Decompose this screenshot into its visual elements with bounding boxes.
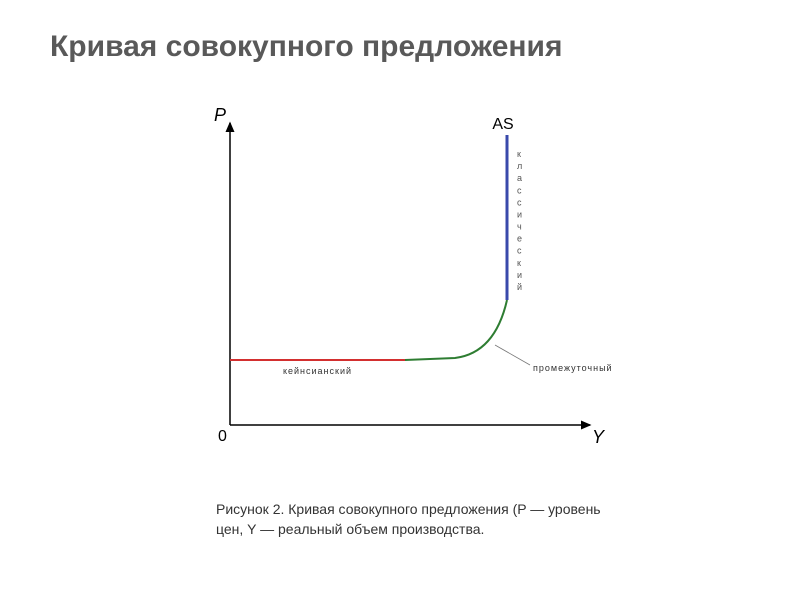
- as-curve-chart: кейнсианскийпромежуточныйклассическийPY0…: [195, 105, 615, 455]
- intermediate-label: промежуточный: [533, 363, 613, 373]
- classical-label-char: с: [517, 246, 522, 256]
- classical-label-char: и: [517, 270, 522, 280]
- keynesian-label: кейнсианский: [283, 366, 352, 376]
- classical-label-char: с: [517, 197, 522, 207]
- y-axis-label: P: [214, 105, 226, 125]
- classical-label-char: с: [517, 185, 522, 195]
- origin-label: 0: [218, 428, 227, 445]
- x-axis-label: Y: [592, 427, 606, 447]
- classical-label-char: а: [517, 173, 522, 183]
- figure-caption: Рисунок 2. Кривая совокупного предложени…: [216, 500, 616, 539]
- classical-label-char: и: [517, 209, 522, 219]
- as-label: AS: [492, 116, 513, 133]
- classical-label-char: й: [517, 282, 522, 292]
- chart-svg: кейнсианскийпромежуточныйклассическийPY0…: [195, 105, 615, 455]
- intermediate-segment: [405, 300, 507, 360]
- classical-label-char: к: [517, 258, 521, 268]
- classical-label-char: ч: [517, 222, 522, 232]
- classical-label-char: е: [517, 234, 522, 244]
- page-title: Кривая совокупного предложения: [50, 30, 562, 64]
- classical-label-char: к: [517, 149, 521, 159]
- classical-label-char: л: [517, 161, 522, 171]
- intermediate-pointer: [495, 345, 530, 365]
